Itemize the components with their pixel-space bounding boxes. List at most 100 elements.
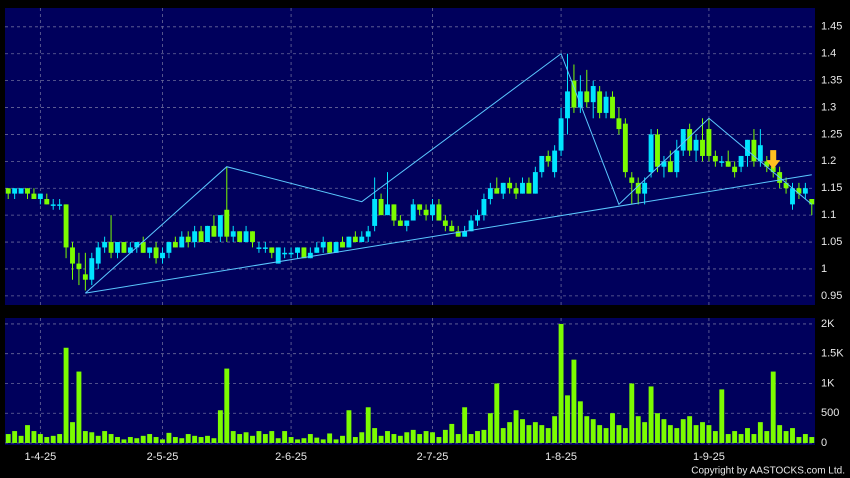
candle-body	[205, 225, 210, 243]
volume-bar	[468, 434, 474, 443]
candle-body	[577, 91, 583, 108]
volume-bar	[648, 386, 654, 443]
candle-body	[89, 258, 95, 280]
candle-body	[809, 199, 815, 205]
candle-body	[449, 225, 455, 232]
volume-bar	[140, 435, 146, 443]
volume-bar	[320, 439, 326, 443]
candle-body	[275, 247, 281, 264]
volume-bar	[757, 422, 763, 443]
y-tick-label: 1.25	[821, 128, 842, 140]
candle-body	[584, 91, 590, 103]
volume-bar	[172, 437, 178, 443]
volume-bar	[687, 416, 693, 443]
candle-body	[770, 166, 776, 173]
candle-body	[95, 247, 101, 264]
volume-bar	[5, 434, 11, 443]
volume-bar	[520, 419, 525, 443]
candle-body	[616, 118, 622, 130]
candle-body	[115, 242, 120, 253]
x-tick-label: 1-4-25	[24, 451, 56, 463]
volume-bar	[417, 434, 423, 443]
volume-bar	[442, 429, 448, 443]
volume-bar	[115, 437, 120, 443]
volume-bar	[712, 431, 718, 443]
volume-bar	[404, 432, 410, 443]
volume-bar	[378, 435, 384, 443]
candle-body	[224, 209, 230, 237]
volume-bar	[513, 410, 519, 443]
volume-bar	[25, 425, 30, 443]
volume-bar	[166, 432, 172, 443]
volume-bar	[481, 429, 487, 443]
candle-body	[237, 231, 243, 243]
candle-body	[147, 247, 153, 253]
volume-bar	[584, 416, 590, 443]
volume-bar	[307, 434, 313, 443]
candle-body	[732, 166, 738, 173]
volume-bar	[423, 431, 429, 443]
copyright: Copyright by AASTOCKS.com Ltd.	[691, 466, 845, 477]
volume-bar	[31, 431, 37, 443]
candle-body	[102, 242, 108, 248]
volume-bar	[590, 419, 596, 443]
volume-bar	[790, 428, 795, 443]
volume-bar	[352, 437, 358, 443]
candle-body	[185, 236, 191, 243]
candle-body	[295, 247, 300, 253]
candle-body	[198, 231, 204, 243]
candle-body	[359, 236, 365, 243]
volume-bar	[610, 413, 615, 443]
candle-body	[63, 204, 69, 248]
volume-bar	[391, 434, 397, 443]
candle-body	[172, 242, 178, 248]
candle-body	[751, 139, 757, 162]
volume-bar	[571, 359, 577, 443]
candle-body	[314, 247, 320, 253]
volume-bar	[475, 431, 480, 443]
candle-body	[526, 182, 532, 194]
candle-body	[50, 204, 56, 206]
volume-bar	[70, 422, 75, 443]
volume-bar	[430, 432, 435, 443]
x-tick-label: 1-9-25	[693, 451, 725, 463]
volume-bar	[217, 410, 223, 443]
y-tick-label: 1.3	[821, 101, 836, 113]
volume-bar	[764, 431, 770, 443]
candle-body	[500, 182, 506, 194]
y-tick-label: 1.35	[821, 75, 842, 87]
candle-body	[31, 193, 37, 200]
candle-body	[230, 231, 236, 237]
candle-body	[462, 231, 468, 237]
candle-body	[250, 231, 255, 243]
candle-body	[693, 139, 699, 151]
volume-bar	[89, 432, 95, 443]
volume-bar	[622, 428, 628, 443]
candle-body	[153, 247, 159, 259]
candle-body	[12, 188, 18, 194]
y-tick-label: 1K	[821, 377, 835, 389]
candle-body	[802, 188, 808, 194]
candle-body	[648, 134, 654, 173]
candle-body	[333, 242, 339, 253]
candle-body	[327, 242, 333, 253]
candle-body	[674, 150, 680, 173]
y-tick-label: 500	[821, 407, 839, 419]
candle-body	[790, 188, 795, 205]
volume-bar	[532, 422, 538, 443]
volume-bar	[102, 431, 108, 443]
candle-body	[661, 161, 667, 167]
volume-bar	[751, 434, 757, 443]
candle-body	[635, 182, 641, 194]
y-tick-label: 1	[821, 263, 827, 275]
candle-body	[430, 204, 435, 216]
candle-body	[320, 242, 326, 248]
volume-bar	[577, 401, 583, 443]
volume-bar	[565, 395, 570, 443]
y-tick-label: 2K	[821, 318, 835, 330]
volume-bar	[288, 437, 294, 443]
candle-body	[211, 225, 217, 237]
candle-body	[404, 220, 410, 226]
volume-bar	[745, 428, 750, 443]
